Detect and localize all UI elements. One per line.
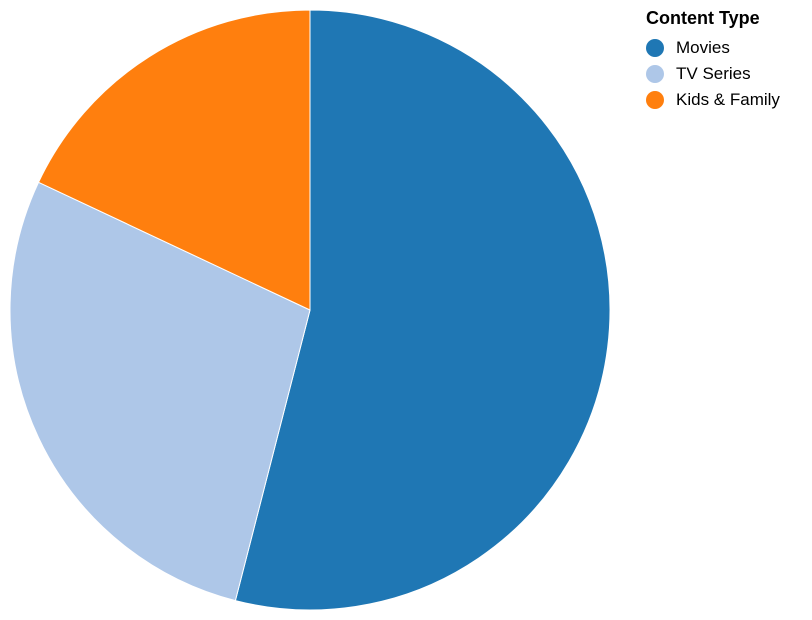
pie-slice-movies: [234, 9, 611, 611]
legend-swatch: [646, 39, 664, 57]
legend-label: Kids & Family: [676, 90, 780, 109]
legend-swatch: [646, 91, 664, 109]
legend: Content Type Movies TV Series Kids & Fam…: [646, 8, 780, 113]
pie-slice-tv-series: [9, 181, 311, 602]
legend-item-movies: Movies: [646, 35, 780, 61]
legend-label: TV Series: [676, 64, 751, 83]
legend-item-tv-series: TV Series: [646, 61, 780, 87]
legend-swatch: [646, 65, 664, 83]
pie-slice-kids-family: [37, 9, 311, 311]
legend-label: Movies: [676, 38, 730, 57]
legend-item-kids-family: Kids & Family: [646, 87, 780, 113]
legend-title: Content Type: [646, 8, 760, 28]
